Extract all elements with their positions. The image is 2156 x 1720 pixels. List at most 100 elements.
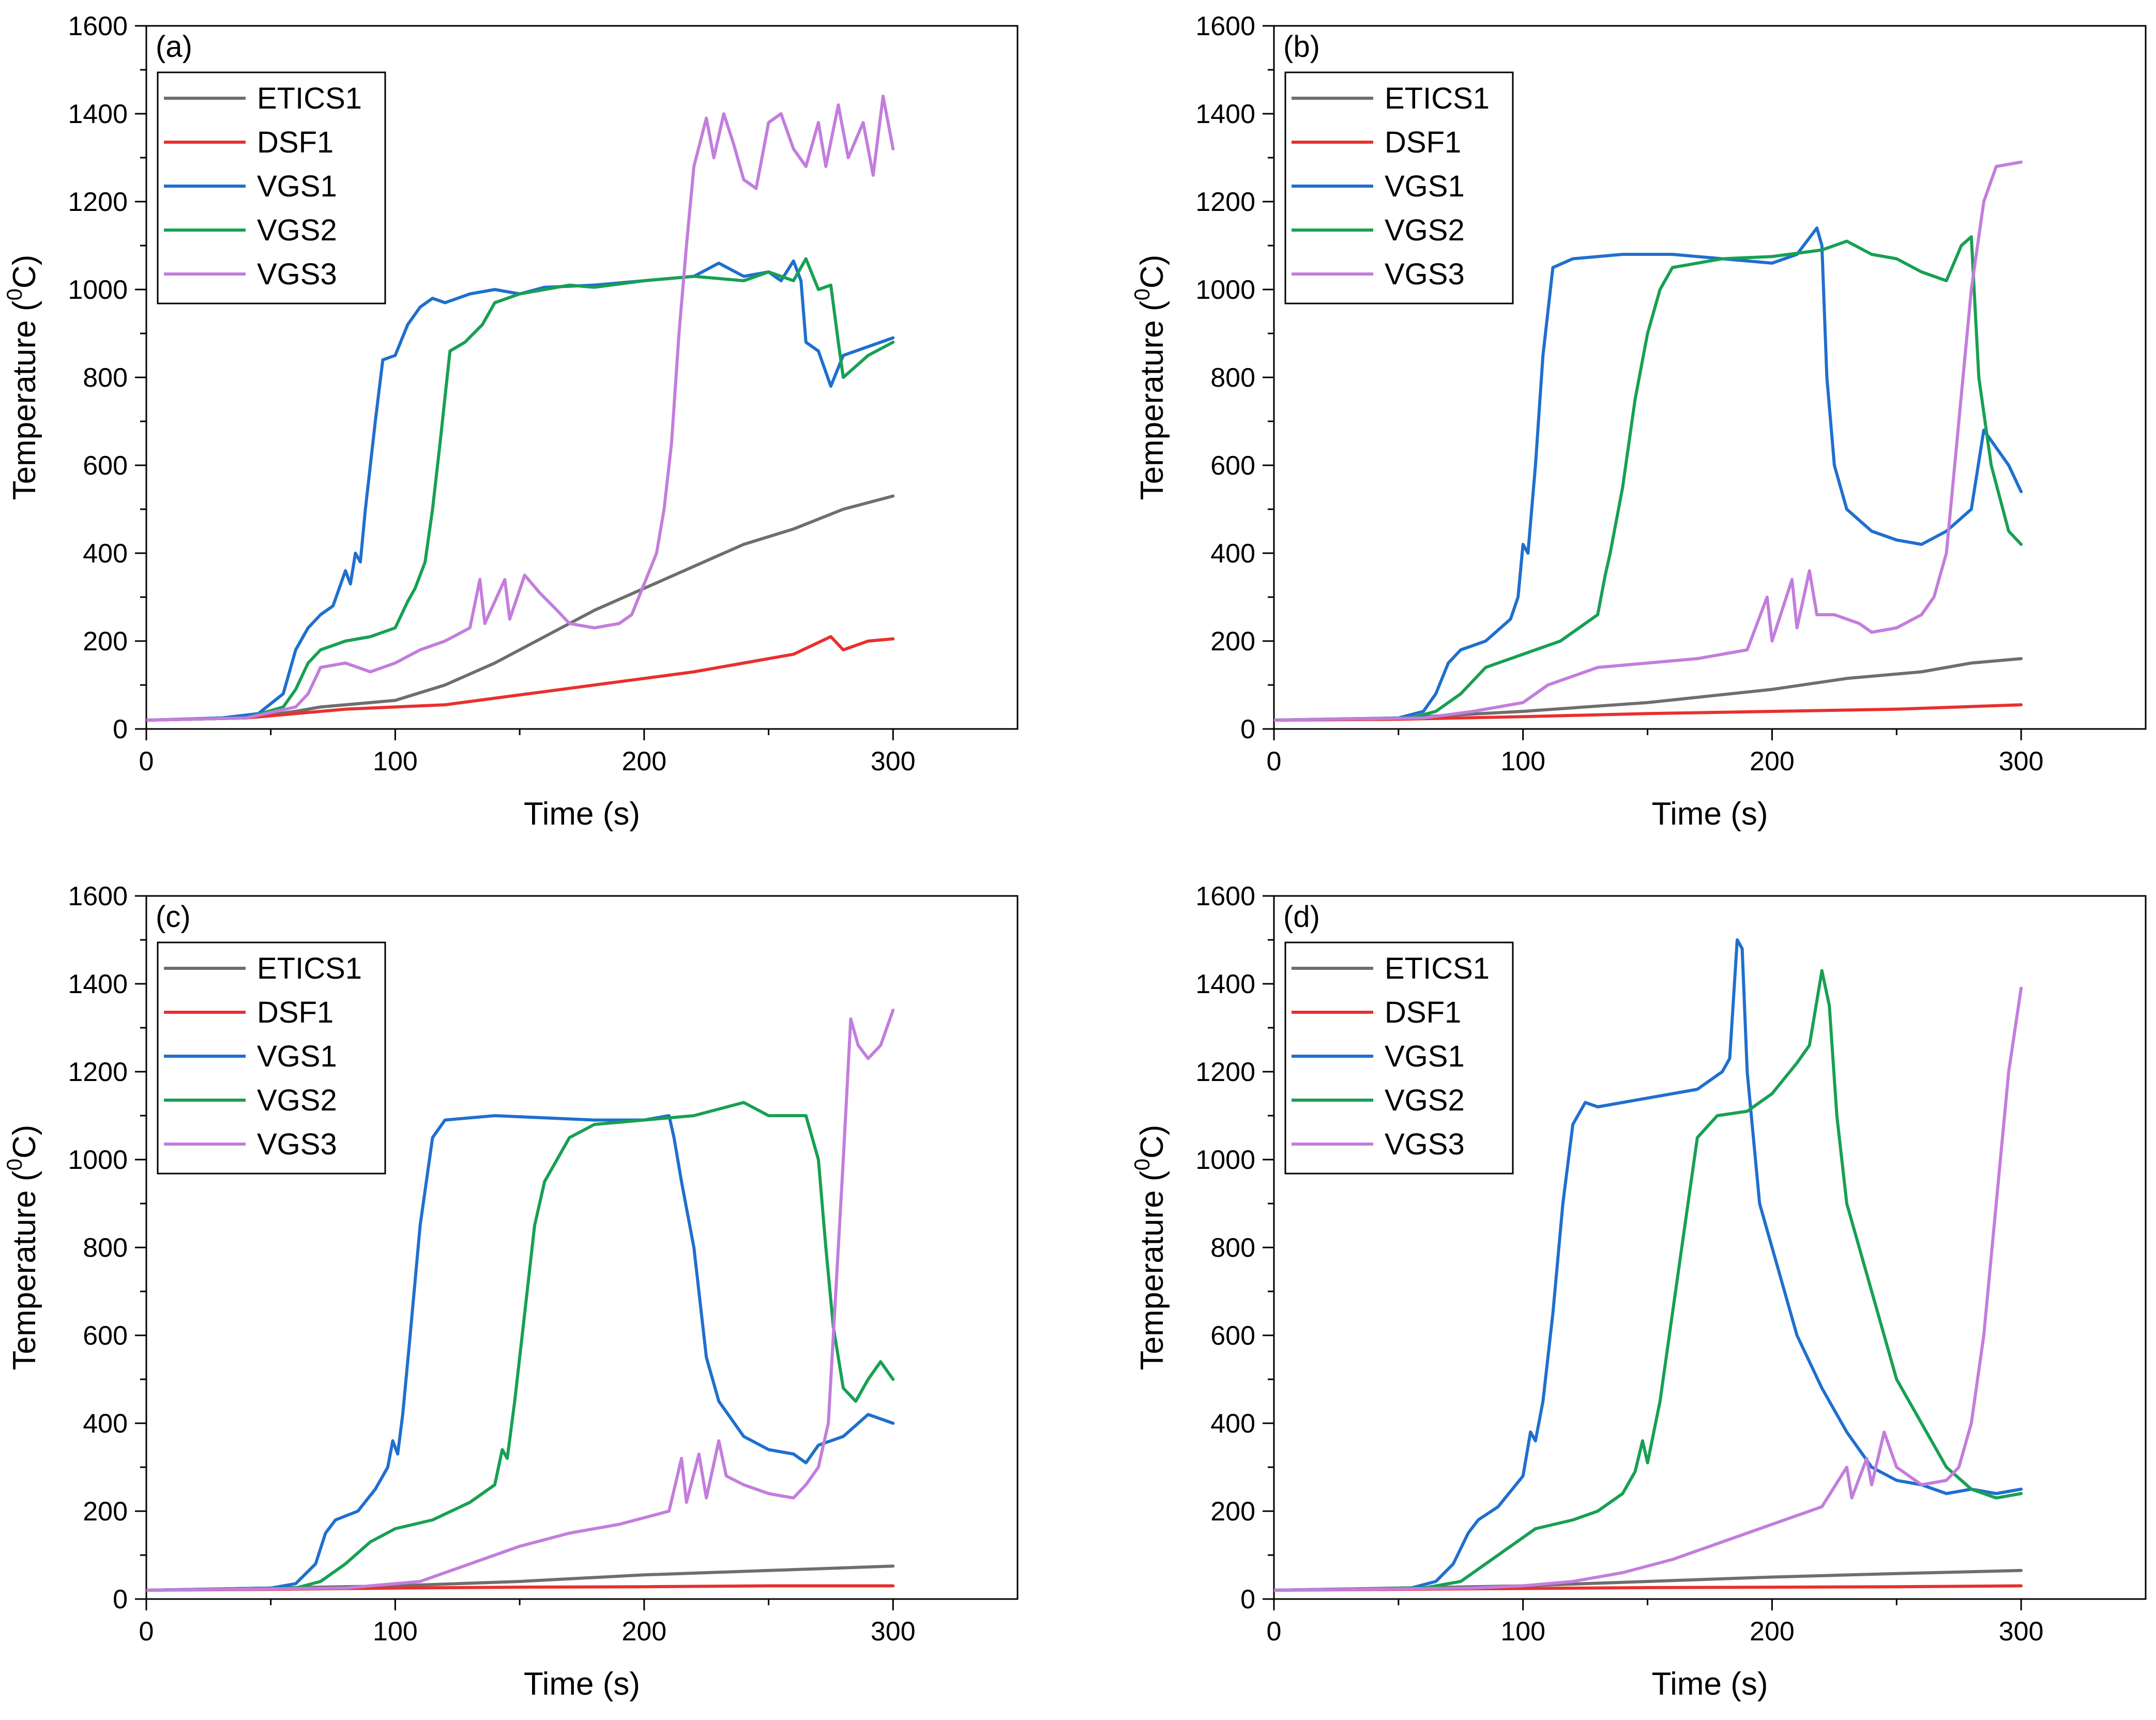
x-tick-label: 0: [139, 747, 154, 777]
legend-label-vgs3: VGS3: [257, 1128, 337, 1161]
x-tick-label: 300: [1999, 747, 2044, 777]
legend-box: [1284, 71, 1514, 305]
y-tick-label: 1200: [1195, 187, 1255, 217]
y-tick-label: 0: [113, 714, 128, 744]
y-tick-label: 1200: [68, 187, 128, 217]
y-axis-label-superscript: 0: [2, 288, 26, 300]
x-tick-label: 200: [621, 747, 666, 777]
y-tick-label: 1400: [68, 99, 128, 129]
legend: ETICS1 DSF1 VGS1 VGS2 VGS3: [1284, 941, 1514, 1175]
x-axis-label: Time (s): [524, 796, 640, 832]
chart-panel-c: 0 200 400 600 800 1000 1200 1400 1600 0 100 200 300 T…: [2, 881, 1019, 1702]
legend-label-vgs2: VGS2: [257, 1084, 337, 1117]
legend: ETICS1 DSF1 VGS1 VGS2 VGS3: [1284, 71, 1514, 305]
y-axis-label-main: Temperature (: [7, 300, 42, 500]
y-tick-label: 200: [83, 627, 128, 657]
legend-label-vgs2: VGS2: [1385, 214, 1465, 247]
y-axis-label: Temperature (0C): [2, 255, 42, 500]
y-axis-label-unit: C): [1134, 1125, 1170, 1159]
y-tick-label: 800: [1210, 363, 1255, 393]
x-axis-label: Time (s): [524, 1666, 640, 1702]
series-line-vgs3: [146, 1009, 895, 1592]
series-line-vgs2: [1274, 969, 2023, 1592]
legend-label-dsf1: DSF1: [1385, 126, 1461, 159]
x-tick-label: 200: [1750, 747, 1795, 777]
series-line-vgs2: [1274, 235, 2023, 722]
y-axis-label-unit: C): [1134, 255, 1170, 288]
panel-label: (c): [156, 900, 191, 934]
legend-label-dsf1: DSF1: [1385, 996, 1461, 1029]
legend-label-vgs2: VGS2: [257, 214, 337, 247]
legend-label-vgs1: VGS1: [257, 170, 337, 203]
series-line-vgs3: [1274, 986, 2023, 1592]
legend-label-etics1: ETICS1: [257, 82, 362, 115]
y-tick-label: 600: [1210, 451, 1255, 481]
y-tick-label: 1000: [68, 275, 128, 305]
legend-label-etics1: ETICS1: [257, 952, 362, 985]
x-axis-label: Time (s): [1652, 1666, 1768, 1702]
legend-label-etics1: ETICS1: [1385, 82, 1490, 115]
legend: ETICS1 DSF1 VGS1 VGS2 VGS3: [157, 71, 386, 305]
series-line-vgs3: [146, 95, 895, 722]
y-tick-label: 600: [83, 1321, 128, 1351]
legend-label-vgs3: VGS3: [257, 257, 337, 291]
y-axis-label-main: Temperature (: [1134, 300, 1170, 500]
y-axis-label-superscript: 0: [1130, 1159, 1154, 1170]
x-tick-label: 0: [1267, 1617, 1282, 1647]
series-lines: [146, 95, 895, 722]
series-lines: [1274, 938, 2023, 1592]
y-tick-label: 400: [1210, 539, 1255, 569]
y-tick-label: 800: [83, 1233, 128, 1263]
y-tick-label: 1200: [68, 1057, 128, 1087]
series-lines: [1274, 160, 2023, 722]
y-axis-label: Temperature (0C): [1130, 255, 1170, 500]
series-lines: [146, 1009, 895, 1592]
y-tick-label: 200: [1210, 627, 1255, 657]
y-tick-label: 1400: [1195, 969, 1255, 999]
y-tick-label: 1400: [68, 969, 128, 999]
legend-label-vgs3: VGS3: [1385, 257, 1465, 291]
legend-label-dsf1: DSF1: [257, 996, 333, 1029]
x-tick-label: 0: [1267, 747, 1282, 777]
y-tick-label: 0: [113, 1585, 128, 1615]
chart-panel-b: 0 200 400 600 800 1000 1200 1400 1600 0 100 200 300 T…: [1130, 11, 2147, 832]
legend-label-vgs2: VGS2: [1385, 1084, 1465, 1117]
y-tick-label: 1600: [68, 11, 128, 41]
y-axis-label: Temperature (0C): [2, 1125, 42, 1371]
y-tick-label: 600: [83, 451, 128, 481]
series-line-etics1: [146, 494, 895, 722]
y-tick-label: 200: [83, 1497, 128, 1527]
chart-panel-a: 0 200 400 600 800 1000 1200 1400 1600 0 100 200 300 T…: [2, 11, 1019, 832]
x-tick-label: 100: [373, 747, 418, 777]
x-tick-label: 300: [871, 747, 916, 777]
series-line-vgs2: [146, 257, 895, 722]
y-tick-label: 1600: [1195, 881, 1255, 911]
legend-label-vgs1: VGS1: [257, 1040, 337, 1073]
y-tick-label: 1200: [1195, 1057, 1255, 1087]
panel-label: (d): [1283, 900, 1320, 934]
x-tick-label: 100: [373, 1617, 418, 1647]
panel-label: (a): [156, 30, 192, 64]
x-tick-label: 100: [1500, 747, 1545, 777]
y-tick-label: 1000: [1195, 275, 1255, 305]
legend-label-vgs1: VGS1: [1385, 170, 1465, 203]
legend-label-dsf1: DSF1: [257, 126, 333, 159]
y-axis-label: Temperature (0C): [1130, 1125, 1170, 1371]
y-tick-label: 400: [83, 1409, 128, 1439]
y-tick-label: 1000: [68, 1145, 128, 1175]
y-tick-label: 200: [1210, 1497, 1255, 1527]
legend-box: [1284, 941, 1514, 1175]
panel-label: (b): [1283, 30, 1320, 64]
y-tick-label: 1600: [1195, 11, 1255, 41]
legend-label-etics1: ETICS1: [1385, 952, 1490, 985]
chart-panel-d: 0 200 400 600 800 1000 1200 1400 1600 0 100 200 300 T…: [1130, 881, 2147, 1702]
y-tick-label: 0: [1240, 1585, 1255, 1615]
y-tick-label: 800: [83, 363, 128, 393]
x-tick-label: 100: [1500, 1617, 1545, 1647]
legend-box: [157, 941, 386, 1175]
legend: ETICS1 DSF1 VGS1 VGS2 VGS3: [157, 941, 386, 1175]
series-line-vgs2: [146, 1101, 895, 1592]
x-tick-label: 300: [871, 1617, 916, 1647]
y-tick-label: 1600: [68, 881, 128, 911]
